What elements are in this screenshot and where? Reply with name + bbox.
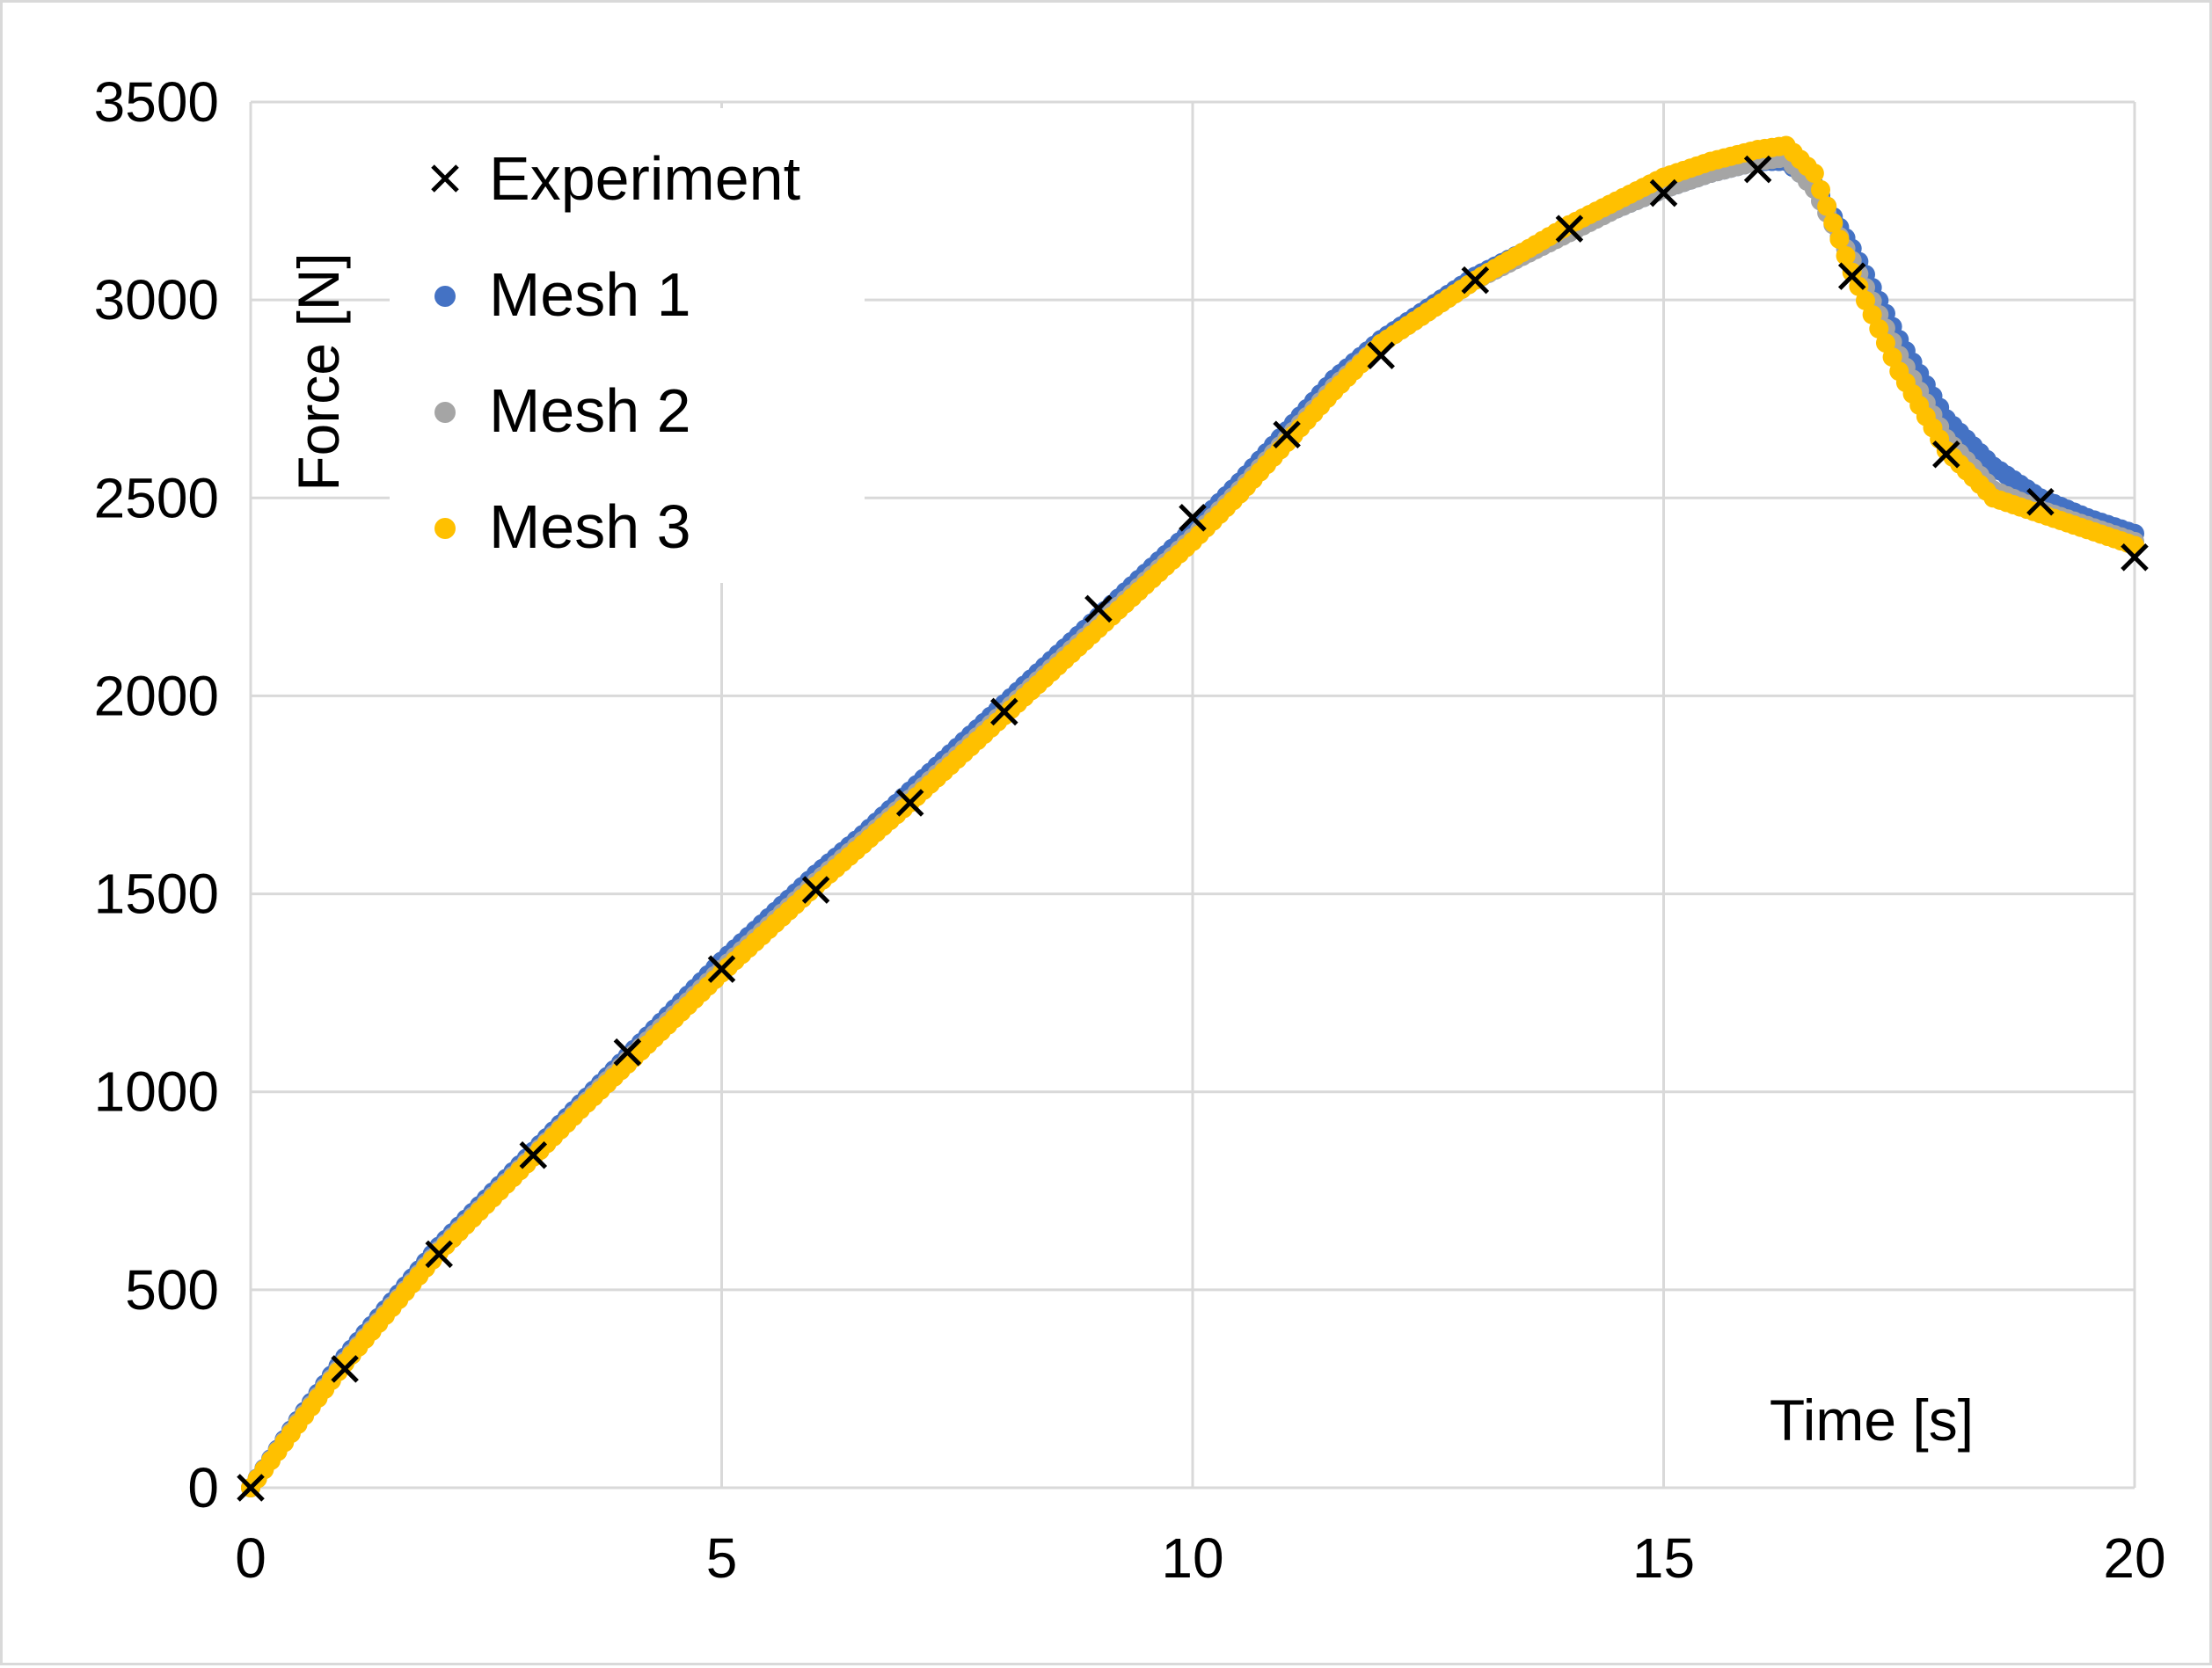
cross-stroke <box>331 1355 359 1383</box>
x-tick-label: 10 <box>1161 1526 1223 1590</box>
data-point <box>237 1474 265 1502</box>
y-tick-label: 500 <box>125 1258 219 1322</box>
legend-marker-dot <box>434 286 456 307</box>
data-point <box>1084 594 1113 623</box>
legend-item-mesh-1: Mesh 1 <box>434 260 691 329</box>
legend-label: Mesh 2 <box>489 376 691 445</box>
y-tick-label: 1000 <box>94 1060 219 1124</box>
data-point <box>2121 543 2149 572</box>
legend-marker-dot <box>434 518 456 539</box>
cross-stroke <box>1837 262 1866 290</box>
data-point <box>1461 266 1490 295</box>
series-experiment-markers <box>237 155 2149 1502</box>
x-tick-label: 20 <box>2103 1526 2165 1590</box>
data-point <box>1179 504 1207 532</box>
legend-label: Mesh 1 <box>489 260 691 329</box>
data-point <box>1367 341 1395 369</box>
data-point <box>1817 196 1837 216</box>
data-point <box>331 1355 359 1383</box>
legend: Experiment Mesh 1 Mesh 2 Mesh 3 <box>390 108 865 583</box>
data-point <box>1836 245 1856 266</box>
data-point <box>613 1038 642 1067</box>
legend-background <box>390 108 865 583</box>
x-tick-label: 5 <box>706 1526 738 1590</box>
legend-label: Mesh 3 <box>489 492 691 561</box>
y-tick-label: 2500 <box>94 466 219 529</box>
data-point <box>1837 262 1866 290</box>
cross-stroke <box>707 955 736 983</box>
cross-stroke <box>2121 543 2149 572</box>
cross-stroke <box>1367 341 1395 369</box>
data-point <box>425 1240 453 1269</box>
x-tick-label: 15 <box>1632 1526 1695 1590</box>
data-point <box>1829 229 1850 250</box>
legend-item-mesh-3: Mesh 3 <box>434 492 691 561</box>
series-mesh-3 <box>241 135 2144 1497</box>
x-axis-title: Time [s] <box>1770 1388 1974 1453</box>
data-point <box>1273 420 1301 449</box>
legend-marker-dot <box>434 402 456 423</box>
data-point <box>1932 440 1960 469</box>
cross-stroke <box>237 1474 265 1502</box>
y-tick-label: 2000 <box>94 664 219 727</box>
data-point <box>707 955 736 983</box>
cross-stroke <box>613 1038 642 1067</box>
y-tick-label: 0 <box>187 1456 219 1519</box>
cross-stroke <box>990 697 1018 726</box>
legend-item-mesh-2: Mesh 2 <box>434 376 691 445</box>
cross-stroke <box>2026 488 2055 516</box>
cross-stroke <box>431 164 459 193</box>
cross-stroke <box>1461 266 1490 295</box>
cross-stroke <box>801 876 830 904</box>
legend-label: Experiment <box>489 144 800 213</box>
data-point <box>1743 155 1772 184</box>
cross-stroke <box>1273 420 1301 449</box>
cross-stroke <box>1932 440 1960 469</box>
y-tick-label: 3000 <box>94 268 219 331</box>
axes <box>249 102 2135 1490</box>
cross-stroke <box>425 1240 453 1269</box>
x-tick-label: 0 <box>235 1526 266 1590</box>
data-point <box>895 789 924 817</box>
force-time-chart: 0 500 1000 1500 2000 2500 3000 3500 0 5 10 15 20 Tim… <box>94 70 2166 1590</box>
data-point <box>1823 213 1843 233</box>
y-tick-label: 1500 <box>94 863 219 926</box>
y-tick-label: 3500 <box>94 70 219 134</box>
cross-stroke <box>1649 178 1678 208</box>
data-point <box>1811 179 1830 200</box>
cross-stroke <box>1743 155 1772 184</box>
tick-labels: 0 500 1000 1500 2000 2500 3000 3500 0 5 10 15 20 <box>94 70 2166 1590</box>
cross-stroke <box>1179 504 1207 532</box>
data-point <box>801 876 830 904</box>
cross-stroke <box>1084 594 1113 623</box>
cross-stroke <box>519 1140 548 1169</box>
data-point <box>1804 164 1824 184</box>
cross-stroke <box>895 789 924 817</box>
cross-stroke <box>1555 215 1584 243</box>
y-axis-title: Force [N] <box>286 252 351 491</box>
data-point <box>1555 215 1584 243</box>
legend-item-experiment: Experiment <box>431 144 800 213</box>
data-point <box>990 697 1018 726</box>
data-point <box>1649 178 1678 208</box>
data-point <box>519 1140 548 1169</box>
data-series <box>237 135 2149 1502</box>
data-point <box>2026 488 2055 516</box>
legend-marker-cross <box>431 164 459 193</box>
